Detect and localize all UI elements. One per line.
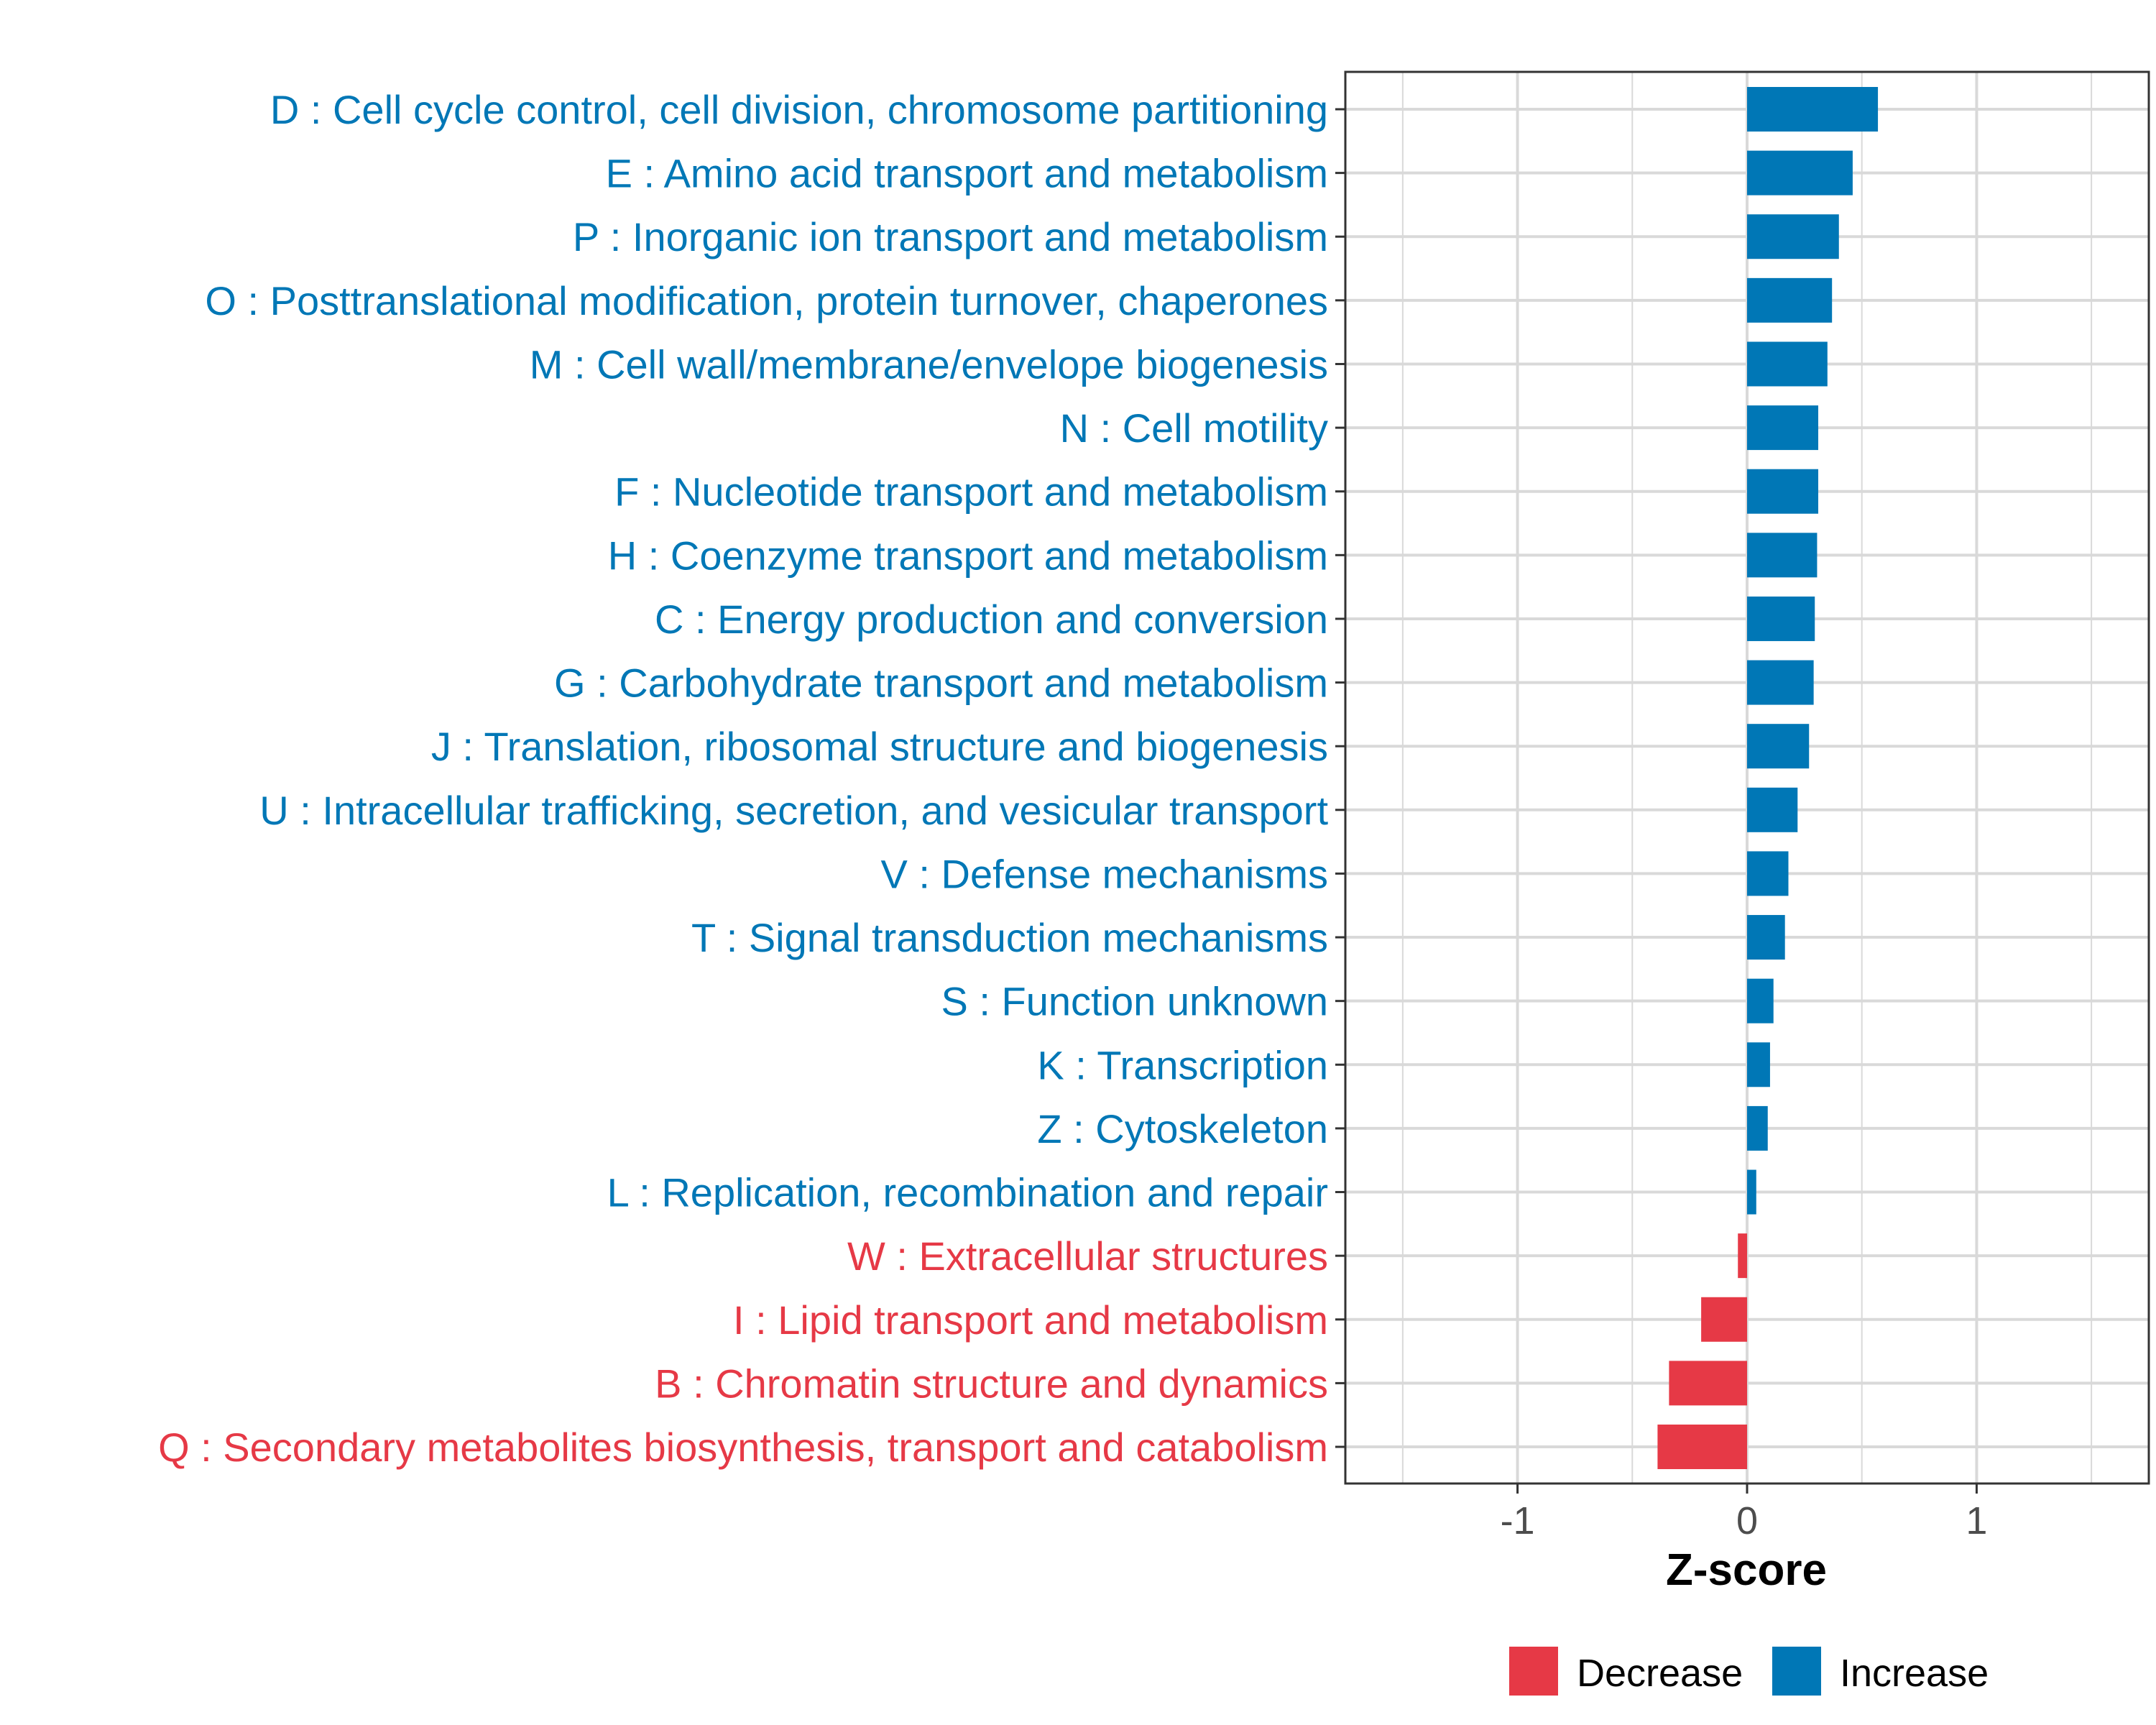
category-label: V : Defense mechanisms	[881, 851, 1328, 896]
x-tick-label: -1	[1501, 1499, 1535, 1542]
bar	[1747, 596, 1815, 641]
x-axis-ticks: -1 0 1	[1501, 1484, 1987, 1542]
bar	[1747, 1042, 1770, 1087]
category-label: O : Posttranslational modification, prot…	[205, 278, 1328, 323]
category-label: Q : Secondary metabolites biosynthesis, …	[158, 1425, 1328, 1470]
legend-swatch-increase	[1772, 1647, 1821, 1696]
bar	[1747, 150, 1853, 196]
category-label: S : Function unknown	[941, 979, 1328, 1024]
category-label: Z : Cytoskeleton	[1037, 1106, 1328, 1151]
bar	[1657, 1425, 1747, 1469]
bar	[1747, 724, 1810, 769]
category-label: D : Cell cycle control, cell division, c…	[270, 87, 1328, 132]
bar	[1747, 978, 1774, 1024]
bar	[1738, 1233, 1747, 1279]
bar	[1747, 341, 1828, 387]
bar	[1747, 277, 1833, 323]
category-label: C : Energy production and conversion	[655, 597, 1328, 642]
bar	[1747, 469, 1819, 514]
bar	[1747, 87, 1879, 132]
category-label: E : Amino acid transport and metabolism	[606, 151, 1328, 196]
legend-swatch-decrease	[1509, 1647, 1558, 1696]
category-label: G : Carbohydrate transport and metabolis…	[554, 661, 1328, 706]
category-label: P : Inorganic ion transport and metaboli…	[573, 214, 1328, 259]
legend-label-increase: Increase	[1840, 1652, 1989, 1695]
bars	[1657, 87, 1879, 1469]
category-label: L : Replication, recombination and repai…	[607, 1170, 1328, 1215]
category-label: W : Extracellular structures	[847, 1233, 1328, 1279]
legend: Decrease Increase	[1509, 1647, 1989, 1696]
category-label: T : Signal transduction mechanisms	[691, 915, 1328, 960]
bar	[1747, 1169, 1756, 1215]
category-label: H : Coenzyme transport and metabolism	[608, 533, 1328, 578]
bar	[1747, 533, 1818, 578]
bar	[1747, 787, 1798, 832]
category-labels: D : Cell cycle control, cell division, c…	[158, 87, 1345, 1470]
category-label: B : Chromatin structure and dynamics	[655, 1361, 1328, 1406]
category-label: K : Transcription	[1037, 1042, 1328, 1087]
category-label: U : Intracellular trafficking, secretion…	[259, 788, 1328, 833]
x-axis-title: Z-score	[1666, 1545, 1827, 1595]
bar	[1747, 214, 1839, 259]
bar	[1747, 915, 1785, 960]
category-label: F : Nucleotide transport and metabolism	[614, 469, 1328, 515]
category-label: I : Lipid transport and metabolism	[733, 1297, 1328, 1343]
bar	[1747, 660, 1814, 705]
x-tick-label: 0	[1736, 1499, 1758, 1542]
bar	[1669, 1361, 1747, 1406]
bar	[1747, 851, 1789, 896]
x-tick-label: 1	[1966, 1499, 1987, 1542]
category-label: N : Cell motility	[1060, 405, 1328, 451]
legend-label-decrease: Decrease	[1577, 1652, 1743, 1695]
category-label: M : Cell wall/membrane/envelope biogenes…	[530, 341, 1328, 387]
category-label: J : Translation, ribosomal structure and…	[431, 724, 1328, 769]
bar	[1747, 1105, 1768, 1151]
bar	[1701, 1297, 1747, 1342]
bar	[1747, 405, 1819, 451]
